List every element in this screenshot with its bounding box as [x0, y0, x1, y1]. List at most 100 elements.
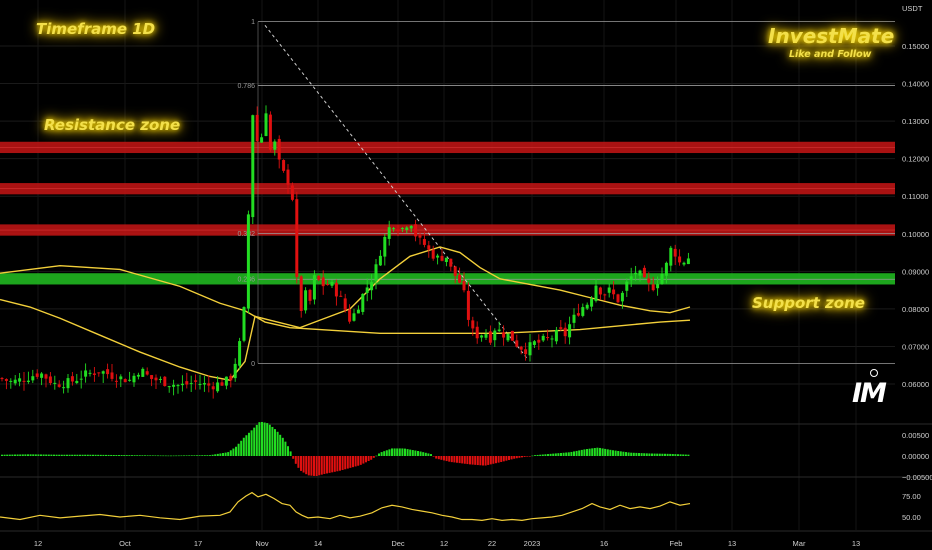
macd-bar-positive: [656, 453, 659, 456]
candle-bull: [554, 329, 558, 342]
macd-bar-positive: [73, 454, 76, 456]
macd-bar-positive: [102, 454, 105, 456]
candle-bull: [189, 383, 193, 385]
macd-bar-positive: [37, 454, 40, 456]
candle-bear: [22, 380, 26, 382]
x-tick-label: 13: [852, 539, 860, 548]
candle-bull: [62, 387, 66, 389]
macd-bar-negative: [435, 456, 438, 459]
candle-bear: [154, 377, 158, 381]
candle-bear: [0, 378, 4, 380]
candle-bull: [304, 290, 308, 311]
macd-bar-positive: [84, 454, 87, 456]
candle-bull: [167, 386, 171, 388]
candle-bull: [629, 276, 633, 281]
macd-bar-positive: [190, 455, 193, 456]
macd-bar-positive: [68, 454, 71, 456]
fib-level-label: 0.786: [237, 83, 255, 90]
candle-bull: [40, 373, 44, 378]
macd-bar-positive: [427, 453, 430, 456]
x-tick-label: Dec: [391, 539, 405, 548]
candle-bear: [449, 258, 453, 267]
macd-bar-negative: [521, 456, 523, 458]
candle-bull: [656, 284, 660, 289]
macd-bar-negative: [505, 456, 508, 461]
candle-bear: [123, 379, 127, 383]
macd-bar-negative: [443, 456, 445, 461]
candle-bear: [462, 280, 466, 291]
candle-bull: [101, 371, 105, 374]
candle-bull: [251, 115, 255, 218]
macd-bar-positive: [172, 455, 175, 457]
candle-bear: [563, 327, 567, 337]
macd-bar-negative: [502, 456, 505, 462]
macd-bar-positive: [3, 454, 6, 456]
macd-bar-positive: [547, 454, 549, 456]
fib-level-label: 0: [251, 361, 255, 368]
macd-bar-positive: [133, 455, 136, 456]
candle-bear: [616, 294, 620, 303]
candle-bull: [669, 247, 673, 266]
macd-bar-positive: [552, 453, 555, 456]
macd-bar-positive: [554, 453, 557, 456]
macd-bar-positive: [658, 453, 661, 456]
candle-bull: [202, 383, 206, 385]
macd-bar-negative: [336, 456, 339, 472]
macd-bar-negative: [523, 456, 526, 457]
candle-bull: [493, 330, 497, 341]
macd-bar-positive: [42, 454, 45, 456]
macd-bar-positive: [661, 453, 664, 456]
macd-bar-positive: [112, 454, 115, 456]
macd-bar-positive: [536, 454, 539, 456]
macd-bar-negative: [323, 456, 326, 474]
macd-bar-positive: [99, 454, 102, 456]
x-tick-label: Mar: [793, 539, 806, 548]
macd-bar-positive: [203, 455, 206, 456]
candle-bear: [396, 229, 400, 232]
macd-bar-positive: [32, 454, 35, 456]
macd-bar-negative: [307, 456, 310, 476]
candle-bull: [638, 270, 642, 276]
macd-bar-negative: [479, 456, 482, 466]
candle-bull: [484, 334, 488, 338]
macd-bar-positive: [378, 453, 380, 456]
macd-bar-negative: [461, 456, 464, 464]
macd-bar-negative: [448, 456, 451, 462]
candle-bull: [532, 341, 536, 345]
macd-bar-negative: [331, 456, 334, 473]
macd-bar-positive: [245, 435, 248, 456]
macd-bar-positive: [50, 454, 53, 456]
candle-bear: [92, 373, 96, 375]
macd-bar-negative: [440, 456, 443, 460]
candle-bull: [13, 379, 17, 384]
candle-bull: [594, 285, 598, 301]
macd-bar-positive: [284, 441, 287, 456]
macd-bar-negative: [474, 456, 477, 465]
macd-bar-positive: [19, 454, 22, 456]
candle-bear: [163, 376, 167, 387]
price-tick-label: 0.11000: [902, 192, 929, 201]
candle-bear: [673, 248, 677, 257]
candle-bull: [660, 273, 664, 284]
macd-bar-negative: [313, 456, 315, 476]
macd-bar-positive: [664, 453, 666, 456]
macd-bar-negative: [515, 456, 518, 459]
macd-bar-positive: [97, 454, 100, 456]
macd-bar-negative: [372, 456, 375, 458]
macd-bar-positive: [601, 448, 604, 456]
macd-bar-positive: [281, 437, 284, 456]
macd-bar-positive: [79, 454, 81, 456]
macd-bar-positive: [419, 451, 422, 456]
x-tick-label: Feb: [670, 539, 683, 548]
macd-bar-positive: [55, 454, 58, 456]
macd-bar-positive: [248, 432, 250, 456]
candle-bear: [651, 284, 655, 291]
candle-bear: [603, 294, 607, 296]
candle-bear: [440, 255, 444, 261]
im-logo-icon[interactable]: IM: [852, 378, 887, 409]
rsi-tick-label: 75.00: [902, 492, 921, 501]
candle-bear: [229, 375, 233, 381]
candle-bear: [475, 326, 479, 339]
macd-bar-positive: [201, 455, 204, 456]
